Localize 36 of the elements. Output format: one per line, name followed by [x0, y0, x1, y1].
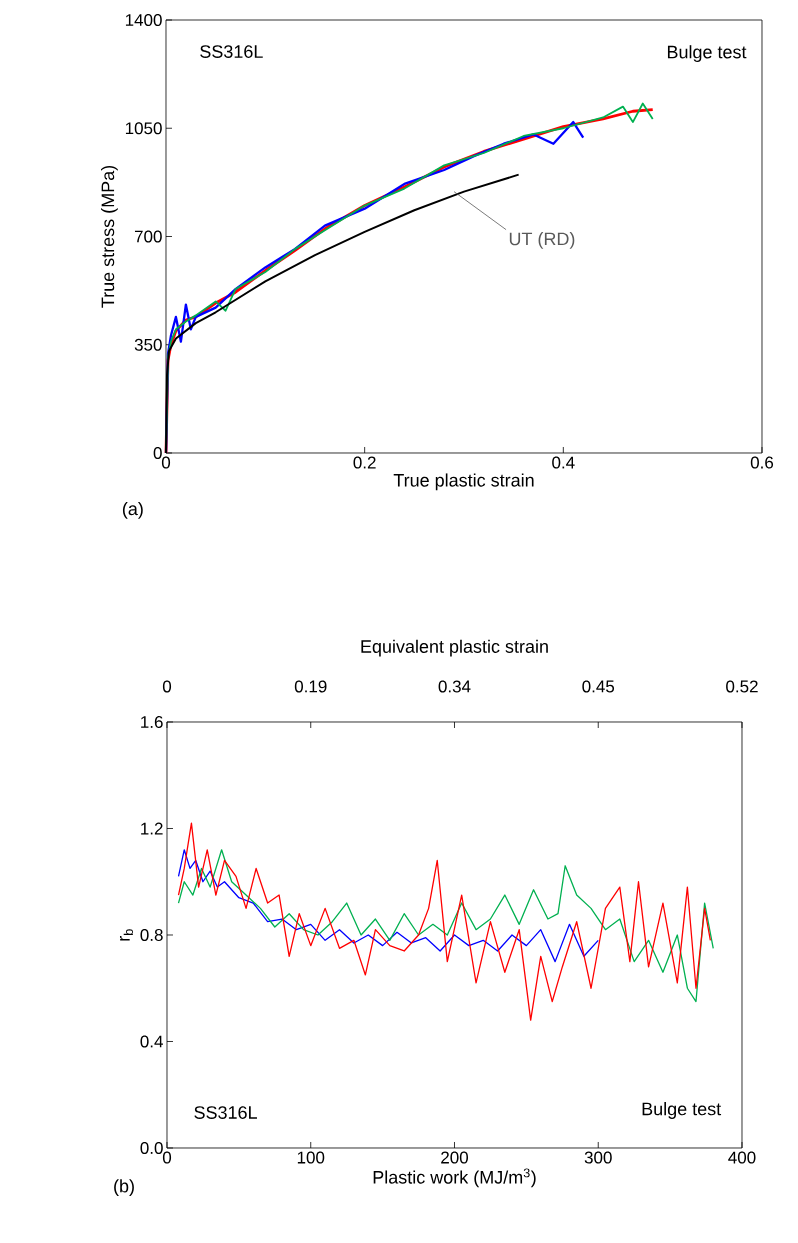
- annotation: SS316L: [194, 1106, 257, 1119]
- x-tick-label: 0.2: [353, 456, 376, 469]
- y-axis-title: r$_{b}$: [119, 929, 133, 941]
- y-axis-title: True stress (MPa): [101, 165, 118, 308]
- annotation: SS316L: [200, 45, 263, 58]
- y-tick-label: 1050: [125, 122, 162, 135]
- annotation: Bulge test: [642, 1102, 722, 1119]
- y-tick-label: 1.2: [141, 822, 163, 835]
- x-tick-label: 300: [584, 1151, 612, 1164]
- text: (b): [114, 1179, 134, 1196]
- y-tick-label: 1400: [125, 13, 162, 27]
- x-axis-title: Plastic work (MJ/m$^{3}$): [373, 1168, 536, 1188]
- text: 0.34: [438, 680, 471, 693]
- y-tick-label: 0.4: [140, 1035, 163, 1048]
- text: 0: [162, 680, 172, 693]
- x-axis-title: True plastic strain: [393, 473, 534, 491]
- y-tick-label: 1.6: [141, 715, 163, 729]
- annotation: Bulge test: [667, 45, 747, 62]
- x-tick-label: 0.4: [552, 456, 575, 469]
- x-tick-label: 100: [297, 1151, 325, 1164]
- y-tick-label: 0: [153, 446, 162, 460]
- y-tick-label: 0.8: [140, 928, 163, 942]
- x-tick-label: 0: [162, 1151, 172, 1164]
- y-tick-label: 350: [134, 338, 162, 351]
- text: 0.19: [294, 680, 327, 693]
- x-tick-label: 400: [728, 1151, 756, 1164]
- y-tick-label: 0.0: [140, 1141, 163, 1155]
- text: 0.52: [726, 680, 758, 693]
- y-tick-label: 700: [134, 230, 162, 243]
- x-tick-label: 0.6: [750, 456, 774, 469]
- x2-axis-title: Equivalent plastic strain: [361, 639, 548, 657]
- text: (a): [122, 501, 143, 519]
- annotation: UT (RD): [509, 232, 575, 249]
- x-tick-label: 0: [161, 456, 171, 469]
- text: 0.45: [582, 680, 615, 693]
- x-tick-label: 200: [441, 1151, 469, 1164]
